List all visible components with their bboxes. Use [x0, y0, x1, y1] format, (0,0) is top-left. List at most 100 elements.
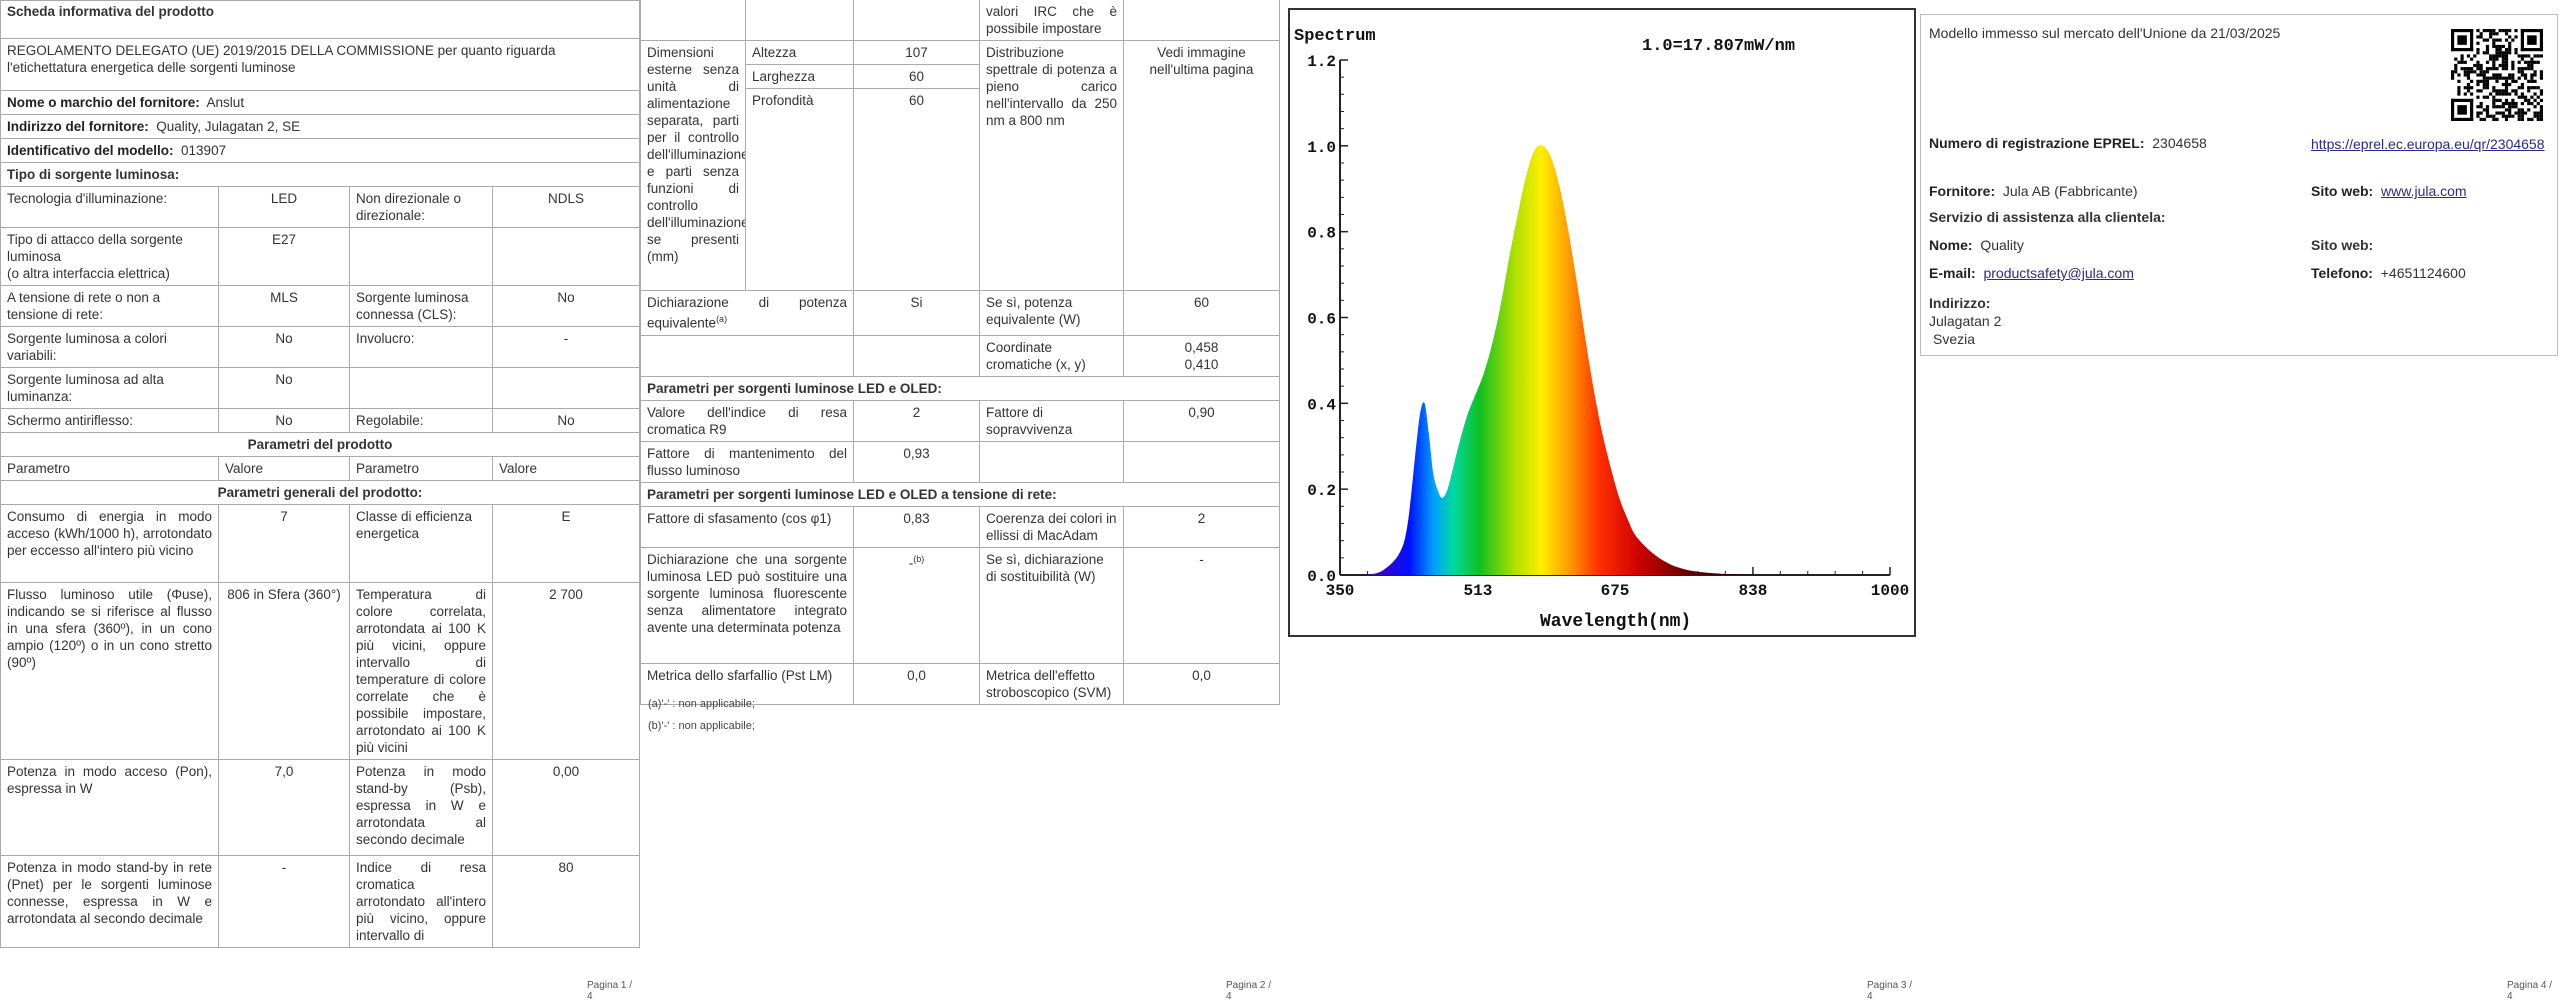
col-header-param: Parametro — [0, 456, 219, 481]
row-label: Classe di efficienza energetica — [349, 504, 493, 583]
phone-row: Telefono: +4651124600 — [2311, 265, 2466, 281]
y-tick-label: 1.2 — [1307, 53, 1336, 71]
eprel-link[interactable]: https://eprel.ec.europa.eu/qr/2304658 — [2311, 136, 2545, 152]
row-value: 7,0 — [218, 759, 350, 856]
row-label — [349, 367, 493, 409]
table-row: Tecnologia d'illuminazione: LED Non dire… — [0, 186, 641, 228]
y-tick-label: 0.0 — [1307, 568, 1336, 586]
eprel-number: 2304658 — [2152, 135, 2207, 151]
row-label: Metrica dell'effetto stroboscopico (SVM) — [979, 662, 1124, 705]
source-type-label: Tipo di sorgente luminosa: — [0, 162, 641, 187]
x-tick-label: 513 — [1464, 582, 1493, 600]
row-label: Metrica dello sfarfallio (Pst LM) — [640, 662, 854, 705]
page-number: Pagina 4 / 4 — [2507, 980, 2553, 1002]
page-number: Pagina 3 / 4 — [1867, 980, 1913, 1002]
supplier-name-value: Anslut — [206, 95, 245, 110]
row-label: valori IRC che è possibile impostare — [979, 0, 1124, 41]
row-value: 2 — [853, 399, 980, 442]
spd-value: Vedi immagine nell'ultima pagina — [1123, 40, 1280, 291]
row-value: No — [218, 367, 350, 409]
empty-cell — [745, 0, 854, 41]
row-value: No — [491, 285, 641, 327]
x-tick-label: 1000 — [1871, 582, 1909, 600]
spectrum-chart: 0.0 0.2 0.4 0.6 0.8 1.0 1.2 350 513 675 838 1000 Sp… — [1294, 27, 1909, 632]
led-params-header: Parametri per sorgenti luminose LED e OL… — [640, 375, 1280, 401]
row-label: Fattore di sopravvivenza — [979, 399, 1124, 442]
empty-cell — [1123, 0, 1280, 41]
service-label: Servizio di assistenza alla clientela: — [1929, 209, 2166, 225]
row-label: Potenza in modo stand-by in rete (Pnet) … — [0, 855, 219, 948]
row-label: Potenza in modo stand-by (Psb), espressa… — [349, 759, 493, 856]
contact-name-value: Quality — [1980, 237, 2024, 253]
website-link[interactable]: www.jula.com — [2381, 183, 2467, 199]
address-label: Indirizzo: — [1929, 295, 1991, 311]
row-label: Temperatura di colore correlata, arroton… — [349, 582, 493, 760]
table-row: Dimensioni esterne senza unità di alimen… — [640, 40, 1280, 291]
table-row: Tipo di attacco della sorgente luminosa … — [0, 227, 641, 286]
equiv-w-value: 60 — [1123, 290, 1280, 336]
model-row: Identificativo del modello: 013907 — [0, 138, 641, 163]
row-label: Regolabile: — [349, 408, 493, 433]
phone-label: Telefono: — [2311, 265, 2373, 281]
equiv-label: Dichiarazione di potenza equivalente(a) — [640, 290, 854, 336]
page-number: Pagina 1 / 4 — [587, 980, 633, 1002]
chroma-value: 0,458 0,410 — [1123, 334, 1280, 377]
page-title: Scheda informativa del prodotto — [0, 0, 641, 39]
equiv-label-text: Dichiarazione di potenza equivalente — [647, 295, 847, 331]
chart-title: Spectrum — [1294, 27, 1376, 46]
row-label: Consumo di energia in modo acceso (kWh/1… — [0, 504, 219, 583]
row-value: MLS — [218, 285, 350, 327]
dim-width-value: 60 — [853, 64, 980, 89]
table-row: Dichiarazione che una sorgente luminosa … — [640, 546, 1280, 664]
row-label: Fattore di mantenimento del flusso lumin… — [640, 440, 854, 483]
row-value: No — [491, 408, 641, 433]
email-link[interactable]: productsafety@jula.com — [1983, 265, 2134, 281]
x-axis-label: Wavelength(nm) — [1540, 612, 1691, 631]
row-label: Flusso luminoso utile (Φuse), indicando … — [0, 582, 219, 760]
row-label: Sorgente luminosa a colori variabili: — [0, 326, 219, 368]
table-row: Potenza in modo stand-by in rete (Pnet) … — [0, 855, 641, 948]
spd-label: Distribuzione spettrale di potenza a pie… — [979, 40, 1124, 291]
row-label: Tipo di attacco della sorgente luminosa … — [0, 227, 219, 286]
eprel-row: Numero di registrazione EPREL: 2304658 — [1929, 135, 2207, 151]
website2-label: Sito web: — [2311, 237, 2374, 253]
dim-depth-value: 60 — [853, 88, 980, 291]
supplier-label: Fornitore: — [1929, 183, 1996, 199]
table-row: Dichiarazione di potenza equivalente(a) … — [640, 290, 1280, 336]
row-value: - — [491, 326, 641, 368]
row-value: 0,0 — [1123, 662, 1280, 705]
table-row: valori IRC che è possibile impostare — [640, 0, 1280, 41]
dim-width-label: Larghezza — [745, 64, 854, 89]
qr-code-icon[interactable] — [2451, 29, 2543, 121]
address-line-1: Julagatan 2 — [1929, 313, 2002, 329]
table-row: Fattore di mantenimento del flusso lumin… — [640, 440, 1280, 483]
row-label: Involucro: — [349, 326, 493, 368]
product-info-table: Scheda informativa del prodotto REGOLAME… — [0, 0, 641, 948]
footnote-a: (a)'-' : non applicabile; — [648, 698, 755, 710]
email-row: E-mail: productsafety@jula.com — [1929, 265, 2134, 281]
row-label: Coerenza dei colori in ellissi di MacAda… — [979, 505, 1124, 548]
row-value: 0,0 — [853, 662, 980, 705]
supplier-address-row: Indirizzo del fornitore: Quality, Julaga… — [0, 114, 641, 139]
supplier-name-row: Nome o marchio del fornitore: Anslut — [0, 90, 641, 115]
row-value: E — [491, 504, 641, 583]
supplier-info-box: Modello immesso sul mercato dell'Unione … — [1920, 14, 2558, 356]
table-row: A tensione di rete o non a tensione di r… — [0, 285, 641, 327]
model-value: 013907 — [181, 143, 227, 158]
chart-annotation: 1.0=17.807mW/nm — [1642, 37, 1795, 56]
y-tick-label: 0.8 — [1307, 225, 1336, 243]
col-header-value: Valore — [218, 456, 350, 481]
contact-name-row: Nome: Quality — [1929, 237, 2024, 253]
spectrum-chart-frame: 0.0 0.2 0.4 0.6 0.8 1.0 1.2 350 513 675 838 1000 Sp… — [1288, 8, 1916, 637]
table-row: Larghezza 60 — [641, 64, 1280, 89]
row-value — [491, 227, 641, 286]
empty-cell — [640, 334, 854, 377]
mls-params-header: Parametri per sorgenti luminose LED e OL… — [640, 481, 1280, 507]
row-label: Non direzionale o direzionale: — [349, 186, 493, 228]
row-label: Tecnologia d'illuminazione: — [0, 186, 219, 228]
page-3: 0.0 0.2 0.4 0.6 0.8 1.0 1.2 350 513 675 838 1000 Sp… — [1280, 0, 1920, 1002]
website-label: Sito web: — [2311, 183, 2374, 199]
eprel-label: Numero di registrazione EPREL: — [1929, 135, 2145, 151]
y-tick-label: 1.0 — [1307, 139, 1336, 157]
page-number: Pagina 2 / 4 — [1226, 980, 1272, 1002]
